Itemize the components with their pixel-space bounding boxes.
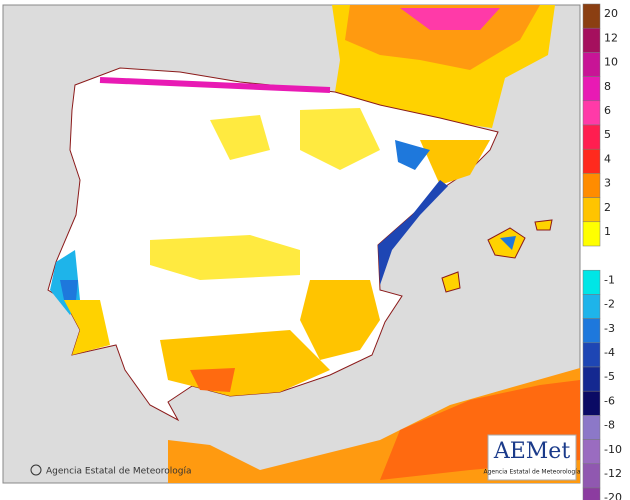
- footer: Agencia Estatal de Meteorología: [30, 464, 192, 477]
- legend-swatch: [582, 124, 601, 150]
- legend-swatch: [582, 173, 601, 198]
- coast-cool: [378, 180, 448, 285]
- legend-swatch: [582, 439, 601, 465]
- legend-swatch: [582, 27, 601, 53]
- legend-label: -8: [604, 419, 615, 432]
- legend-label: -10: [604, 443, 622, 456]
- area: [210, 115, 270, 160]
- legend-label: -3: [604, 322, 615, 335]
- france-warm: [345, 5, 540, 70]
- logo-subtitle: Agencia Estatal de Meteorología: [484, 469, 581, 476]
- legend-label: 8: [604, 80, 611, 93]
- logo-box: [487, 434, 577, 481]
- area: [500, 236, 516, 250]
- legend-swatch: [582, 294, 601, 319]
- legend-label: 4: [604, 152, 611, 165]
- legend-swatch: [582, 221, 601, 247]
- legend-label: 6: [604, 104, 611, 117]
- legend-swatch: [582, 100, 601, 126]
- legend-label: 10: [604, 56, 618, 69]
- copyright-icon: [30, 464, 42, 476]
- area: [64, 300, 110, 355]
- legend-label: 12: [604, 31, 618, 44]
- legend-label: -2: [604, 298, 615, 311]
- legend-label: -6: [604, 394, 615, 407]
- legend-swatch: [582, 318, 601, 344]
- area: [395, 140, 430, 170]
- france-hot: [400, 8, 500, 30]
- legend-swatch: [582, 390, 601, 416]
- legend: 20 12 10 8 6 5 4 3 2 1 -1 -2 -3 -4 -5 -6 -8 -10 -12 -20: [582, 3, 622, 500]
- legend-label: 5: [604, 128, 611, 141]
- ibiza: [441, 271, 461, 293]
- footer-text: Agencia Estatal de Meteorología: [46, 467, 192, 477]
- legend-label: 3: [604, 177, 611, 190]
- legend-swatch: [582, 366, 601, 392]
- logo: AEMet Agencia Estatal de Meteorología: [484, 434, 581, 481]
- area: [190, 368, 235, 392]
- legend-swatch: [582, 197, 601, 223]
- legend-swatch: [582, 3, 601, 29]
- legend-swatch: [582, 342, 601, 368]
- legend-label: -5: [604, 370, 615, 383]
- north-coast: [99, 77, 331, 93]
- area: [150, 235, 300, 280]
- area: [420, 140, 490, 185]
- legend-swatch: [582, 52, 601, 77]
- legend-swatch: [582, 76, 601, 102]
- legend-label: 20: [604, 7, 618, 20]
- legend-label: -1: [604, 273, 615, 286]
- legend-label: -20: [604, 491, 622, 500]
- legend-label: 2: [604, 201, 611, 214]
- area: [300, 280, 380, 360]
- legend-label: 1: [604, 225, 611, 238]
- menorca: [534, 219, 553, 231]
- area: [60, 280, 78, 300]
- legend-swatch: [582, 148, 601, 174]
- legend-label: -4: [604, 346, 615, 359]
- legend-swatch: [582, 269, 601, 295]
- area: [300, 108, 380, 170]
- legend-swatch: [582, 415, 601, 440]
- legend-swatch: [582, 463, 601, 489]
- legend-label: -12: [604, 467, 622, 480]
- logo-name: AEMet: [493, 439, 570, 464]
- legend-swatch: [582, 487, 601, 500]
